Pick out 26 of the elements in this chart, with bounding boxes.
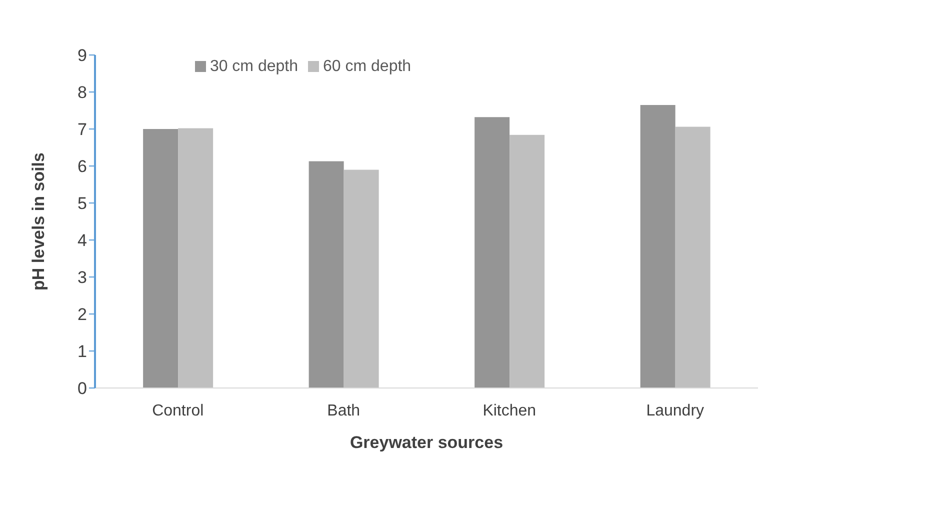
x-tick-label: Control: [152, 402, 204, 420]
y-tick-label: 1: [78, 342, 87, 362]
bar: [675, 126, 710, 388]
bar: [308, 161, 344, 388]
bar: [344, 170, 379, 388]
y-tick-label: 7: [78, 120, 87, 140]
y-tick-label: 0: [78, 379, 87, 398]
y-tick-label: 2: [78, 305, 87, 324]
y-tick-label: 3: [78, 268, 87, 288]
bar: [178, 128, 214, 388]
y-tick-label: 6: [78, 157, 87, 176]
bar: [474, 117, 510, 388]
legend-label: 60 cm depth: [323, 58, 412, 75]
x-tick-label: Bath: [327, 402, 360, 420]
x-axis-title: Greywater sources: [350, 433, 504, 452]
x-tick-label: Laundry: [646, 402, 704, 420]
y-tick-label: 4: [78, 231, 87, 250]
y-tick-label: 9: [78, 46, 87, 66]
y-tick-label: 8: [78, 83, 87, 102]
y-tick-label: 5: [78, 194, 87, 214]
bar: [640, 104, 676, 388]
bar: [143, 129, 178, 388]
bar: [510, 134, 545, 388]
legend-label: 30 cm depth: [210, 58, 298, 75]
x-tick-label: Kitchen: [482, 402, 536, 420]
y-axis-title: pH levels in soils: [29, 152, 48, 290]
